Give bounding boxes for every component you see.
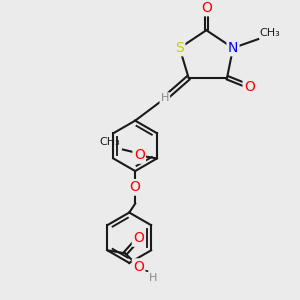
Text: CH₃: CH₃ xyxy=(260,28,280,38)
Text: O: O xyxy=(201,1,212,15)
Text: H: H xyxy=(149,273,157,283)
Text: S: S xyxy=(175,41,184,55)
Text: O: O xyxy=(133,260,144,274)
Text: O: O xyxy=(244,80,255,94)
Text: H: H xyxy=(160,93,169,103)
Text: CH₃: CH₃ xyxy=(99,136,120,147)
Text: O: O xyxy=(133,232,144,245)
Text: O: O xyxy=(134,148,145,163)
Text: O: O xyxy=(130,180,141,194)
Text: N: N xyxy=(228,41,238,55)
